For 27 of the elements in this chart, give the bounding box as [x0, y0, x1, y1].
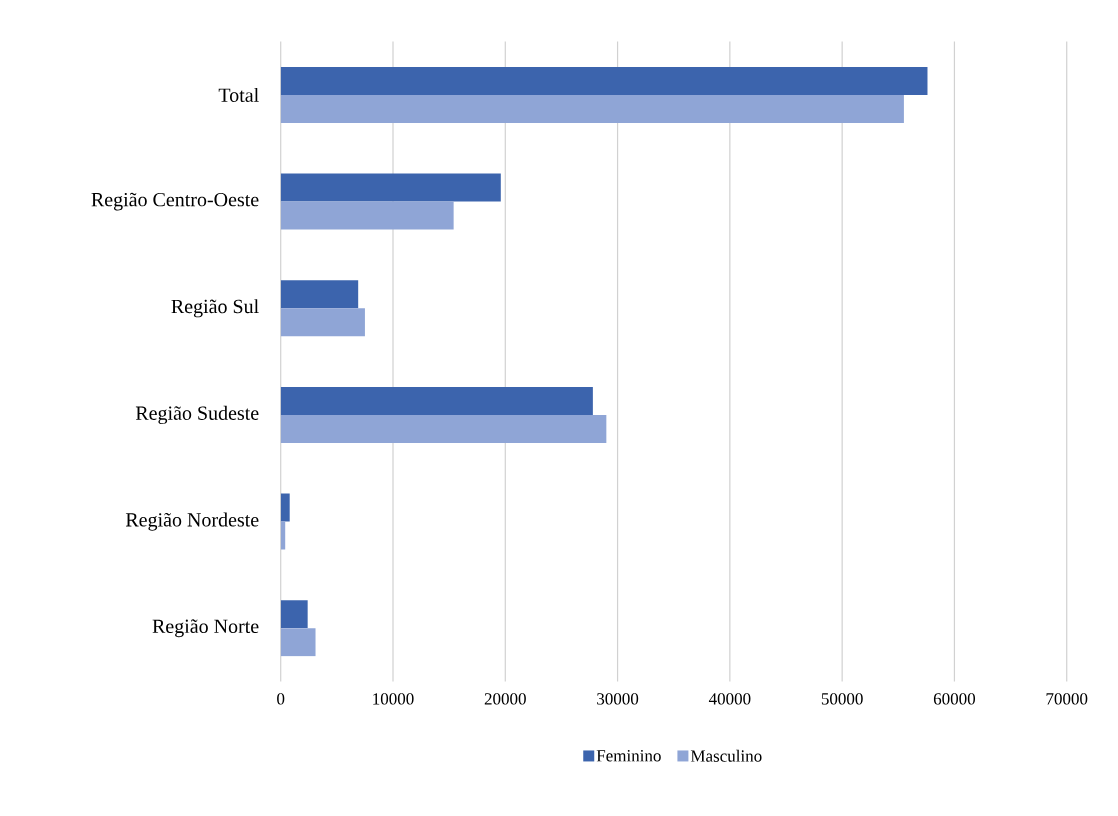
- y-tick-label: Região Centro-Oeste: [91, 192, 259, 211]
- legend-label: Feminino: [596, 750, 661, 762]
- x-tick-label: 0: [277, 693, 285, 705]
- bar: [280, 308, 365, 337]
- y-tick-label: Total: [218, 87, 259, 102]
- bar: [280, 66, 928, 95]
- x-tick-label: 10000: [373, 693, 414, 705]
- bar: [280, 280, 359, 309]
- x-tick-label: 70000: [1046, 693, 1088, 705]
- x-tick-label: 30000: [597, 693, 639, 705]
- x-tick-label: 60000: [933, 693, 976, 705]
- x-tick-label: 50000: [821, 693, 863, 705]
- bar: [280, 600, 308, 629]
- bar: [280, 173, 501, 202]
- x-tick-label: 20000: [484, 693, 526, 705]
- x-tick-label: 40000: [708, 693, 751, 705]
- bar: [280, 94, 904, 123]
- legend-label: Masculino: [690, 749, 762, 762]
- y-tick-label: Região Norte: [152, 619, 259, 638]
- y-tick-label: Região Nordeste: [125, 512, 259, 531]
- y-tick-label: Região Sul: [171, 299, 259, 318]
- bar: [280, 628, 316, 657]
- bar: [280, 493, 290, 522]
- y-tick-label: Região Sudeste: [135, 405, 259, 425]
- bar: [280, 414, 607, 443]
- bar: [280, 386, 593, 415]
- bar: [280, 201, 454, 230]
